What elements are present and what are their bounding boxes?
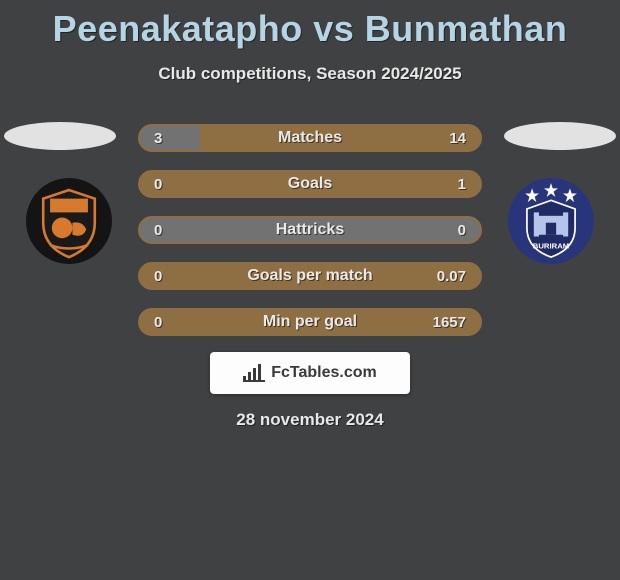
brand-label: FcTables.com [271,364,377,382]
club-badge-left [26,178,112,264]
stat-value-left: 3 [154,130,162,147]
stat-label: Min per goal [140,313,480,331]
stat-value-left: 0 [154,222,162,239]
stats-list: 3Matches140Goals10Hattricks00Goals per m… [138,124,482,354]
date-label: 28 november 2024 [0,410,620,430]
stat-label: Matches [140,129,480,147]
stat-row: 0Goals per match0.07 [138,262,482,290]
player-photo-right [504,122,616,150]
stat-row: 3Matches14 [138,124,482,152]
stat-value-right: 14 [449,130,466,147]
stat-row: 0Goals1 [138,170,482,198]
subtitle: Club competitions, Season 2024/2025 [0,64,620,84]
svg-text:BURIRAM: BURIRAM [533,242,570,251]
stat-label: Hattricks [140,221,480,239]
brand-box: FcTables.com [210,352,410,394]
stat-value-right: 0 [458,222,466,239]
stat-label: Goals per match [140,267,480,285]
stat-label: Goals [140,175,480,193]
club-badge-right: BURIRAM [508,178,594,264]
stat-value-right: 1657 [433,314,466,331]
stat-value-left: 0 [154,314,162,331]
bar-chart-icon [243,364,265,382]
player-photo-left [4,122,116,150]
page-title: Peenakatapho vs Bunmathan [0,0,620,50]
stat-value-left: 0 [154,268,162,285]
stat-row: 0Hattricks0 [138,216,482,244]
stat-value-left: 0 [154,176,162,193]
stat-row: 0Min per goal1657 [138,308,482,336]
stat-value-right: 1 [458,176,466,193]
stat-value-right: 0.07 [437,268,466,285]
